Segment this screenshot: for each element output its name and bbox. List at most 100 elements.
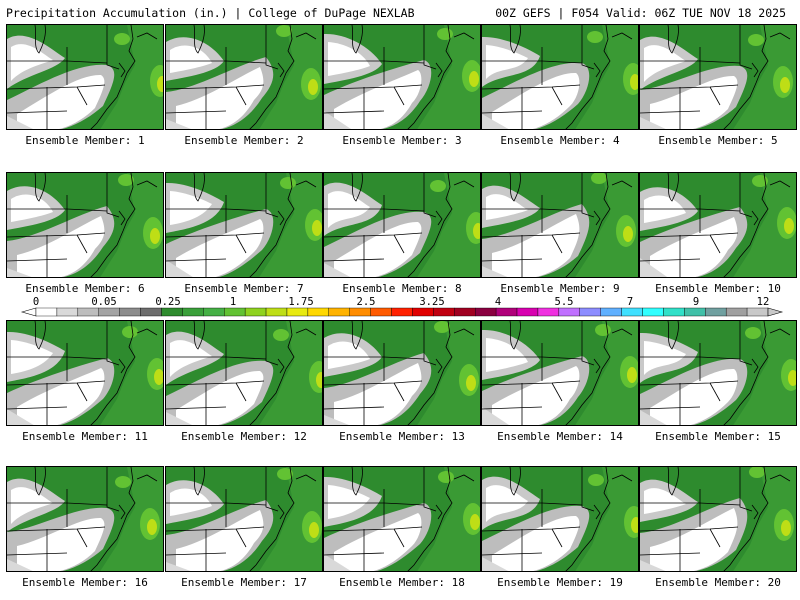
legend-tick-label: 0.25 [155, 296, 181, 308]
member-label: Ensemble Member: 1 [25, 134, 145, 147]
member-label: Ensemble Member: 9 [500, 282, 620, 295]
legend-swatch [349, 307, 371, 317]
legend-tick-label: 3.25 [419, 296, 445, 308]
legend-tick-label: 1 [229, 296, 237, 308]
ensemble-panel: Ensemble Member: 8 [323, 172, 481, 300]
member-label: Ensemble Member: 2 [184, 134, 304, 147]
legend-color-bar [20, 307, 784, 317]
legend-swatch [244, 307, 267, 317]
precip-map [6, 172, 164, 278]
member-label: Ensemble Member: 18 [339, 576, 465, 589]
legend-swatch [725, 307, 748, 317]
legend-tick-label: 1.75 [288, 296, 314, 308]
legend-swatch [77, 307, 99, 317]
precip-map [6, 24, 164, 130]
ensemble-panel: Ensemble Member: 2 [165, 24, 323, 152]
legend-swatch [579, 307, 601, 317]
legend-swatch [663, 307, 685, 317]
ensemble-panel: Ensemble Member: 5 [639, 24, 797, 152]
precip-map [323, 24, 481, 130]
legend-swatch [746, 307, 769, 317]
ensemble-panel: Ensemble Member: 1 [6, 24, 164, 152]
member-label: Ensemble Member: 16 [22, 576, 148, 589]
legend-swatch [370, 307, 392, 317]
precip-map [323, 320, 481, 426]
legend-swatch [475, 307, 497, 317]
precip-map [639, 24, 797, 130]
legend-tick-label: 0.05 [91, 296, 117, 308]
ensemble-panel: Ensemble Member: 14 [481, 320, 639, 448]
precip-map [639, 320, 797, 426]
ensemble-panel: Ensemble Member: 9 [481, 172, 639, 300]
member-label: Ensemble Member: 15 [655, 430, 781, 443]
legend-swatch [454, 307, 476, 317]
legend-swatch [433, 307, 455, 317]
legend-swatch [600, 307, 622, 317]
ensemble-panel: Ensemble Member: 11 [6, 320, 164, 448]
legend-swatch [621, 307, 643, 317]
member-label: Ensemble Member: 3 [342, 134, 462, 147]
legend-swatch [516, 307, 539, 317]
legend-swatch [286, 307, 309, 317]
legend-tick-label: 9 [692, 296, 700, 308]
legend-swatch [328, 307, 350, 317]
legend-swatch [495, 307, 518, 317]
precip-map [165, 24, 323, 130]
legend-swatch [537, 307, 560, 317]
precip-map [6, 466, 164, 572]
run-info: 00Z GEFS | F054 Valid: 06Z TUE NOV 18 20… [495, 6, 786, 20]
precip-map [639, 172, 797, 278]
legend-swatch [265, 307, 288, 317]
precip-map [481, 320, 639, 426]
legend-swatch [140, 307, 162, 317]
color-legend: 0 0.05 0.25 1 1.75 2.5 3.25 4 5.5 7 9 12 [0, 296, 800, 320]
member-label: Ensemble Member: 19 [497, 576, 623, 589]
legend-swatch [412, 307, 434, 317]
ensemble-panel: Ensemble Member: 17 [165, 466, 323, 594]
legend-tick-label: 12 [756, 296, 770, 308]
legend-arrow-left [20, 307, 37, 317]
legend-tick-label: 5.5 [554, 296, 574, 308]
precip-map [165, 466, 323, 572]
legend-swatch [35, 307, 58, 317]
legend-swatch [307, 307, 329, 317]
precip-map [165, 172, 323, 278]
ensemble-panel: Ensemble Member: 15 [639, 320, 797, 448]
ensemble-panel: Ensemble Member: 12 [165, 320, 323, 448]
ensemble-panel: Ensemble Member: 18 [323, 466, 481, 594]
ensemble-panel: Ensemble Member: 6 [6, 172, 164, 300]
legend-swatch [161, 307, 183, 317]
legend-swatch [558, 307, 580, 317]
member-label: Ensemble Member: 13 [339, 430, 465, 443]
precip-map [481, 24, 639, 130]
member-label: Ensemble Member: 14 [497, 430, 623, 443]
ensemble-panel: Ensemble Member: 16 [6, 466, 164, 594]
chart-title: Precipitation Accumulation (in.) | Colle… [6, 6, 415, 20]
legend-tick-label: 0 [32, 296, 40, 308]
member-label: Ensemble Member: 7 [184, 282, 304, 295]
legend-arrow-right [767, 307, 784, 317]
legend-swatch [119, 307, 141, 317]
precip-map [323, 466, 481, 572]
legend-swatch [224, 307, 246, 317]
member-label: Ensemble Member: 20 [655, 576, 781, 589]
member-label: Ensemble Member: 6 [25, 282, 145, 295]
member-label: Ensemble Member: 11 [22, 430, 148, 443]
member-label: Ensemble Member: 4 [500, 134, 620, 147]
ensemble-panel: Ensemble Member: 4 [481, 24, 639, 152]
legend-swatch [684, 307, 706, 317]
precip-map [639, 466, 797, 572]
member-label: Ensemble Member: 5 [658, 134, 778, 147]
precip-map [481, 466, 639, 572]
ensemble-panel: Ensemble Member: 19 [481, 466, 639, 594]
precip-map [165, 320, 323, 426]
legend-swatch [182, 307, 204, 317]
member-label: Ensemble Member: 8 [342, 282, 462, 295]
legend-swatch [705, 307, 727, 317]
ensemble-panel: Ensemble Member: 7 [165, 172, 323, 300]
ensemble-panel: Ensemble Member: 20 [639, 466, 797, 594]
legend-swatch [203, 307, 225, 317]
member-label: Ensemble Member: 17 [181, 576, 307, 589]
precip-map [481, 172, 639, 278]
legend-swatch [56, 307, 79, 317]
